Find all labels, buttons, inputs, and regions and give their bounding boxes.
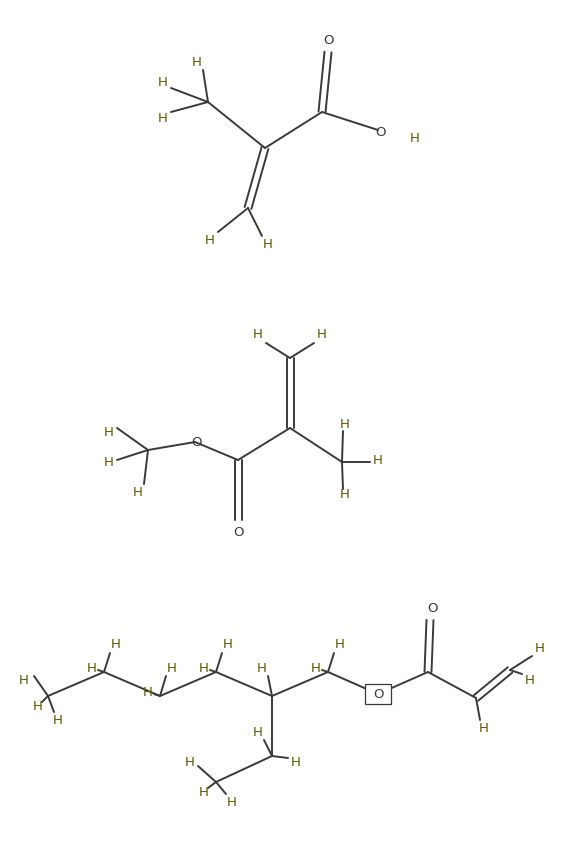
Text: H: H bbox=[199, 662, 209, 675]
Text: H: H bbox=[158, 75, 168, 88]
Text: O: O bbox=[375, 125, 385, 138]
Text: O: O bbox=[233, 525, 243, 538]
Text: H: H bbox=[373, 454, 383, 467]
Text: H: H bbox=[185, 755, 195, 768]
Text: O: O bbox=[192, 435, 202, 448]
Text: H: H bbox=[257, 662, 267, 675]
Text: H: H bbox=[263, 238, 273, 251]
Text: H: H bbox=[104, 425, 114, 439]
Text: H: H bbox=[223, 638, 233, 651]
Text: H: H bbox=[133, 486, 143, 499]
Text: H: H bbox=[291, 755, 301, 768]
Text: H: H bbox=[104, 455, 114, 468]
Text: H: H bbox=[111, 638, 121, 651]
Text: H: H bbox=[199, 785, 209, 798]
Text: H: H bbox=[335, 638, 345, 651]
Text: H: H bbox=[525, 674, 535, 687]
Text: O: O bbox=[373, 688, 383, 701]
Text: H: H bbox=[535, 641, 545, 655]
Text: H: H bbox=[227, 796, 237, 809]
Text: O: O bbox=[427, 601, 437, 614]
Text: H: H bbox=[19, 674, 29, 687]
Text: H: H bbox=[87, 662, 97, 675]
Text: H: H bbox=[53, 714, 63, 727]
Text: H: H bbox=[158, 111, 168, 124]
FancyBboxPatch shape bbox=[365, 684, 391, 704]
Text: H: H bbox=[479, 721, 489, 734]
Text: H: H bbox=[143, 685, 153, 698]
Text: H: H bbox=[33, 700, 43, 713]
Text: H: H bbox=[340, 488, 350, 501]
Text: H: H bbox=[253, 328, 263, 341]
Text: H: H bbox=[253, 726, 263, 739]
Text: H: H bbox=[167, 662, 177, 675]
Text: H: H bbox=[192, 55, 202, 68]
Text: O: O bbox=[323, 34, 333, 47]
Text: H: H bbox=[340, 418, 350, 431]
Text: H: H bbox=[410, 131, 420, 144]
Text: H: H bbox=[205, 233, 215, 246]
Text: H: H bbox=[311, 662, 321, 675]
Text: H: H bbox=[317, 328, 327, 341]
